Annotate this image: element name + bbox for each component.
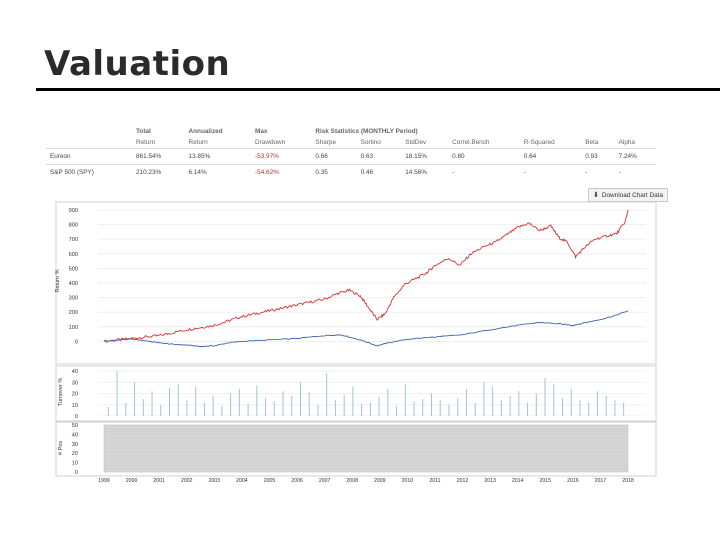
col-header-sharpe: Sharpe [315,139,337,146]
series-line-strategy [103,209,629,344]
return-tick-label: 0 [75,339,78,345]
x-tick-label: 2000 [126,478,138,484]
table-row: S&P 500 (SPY) 210.23% 6.14% -54.62% 0.35… [46,164,656,180]
x-tick-label: 2017 [595,478,607,484]
table-row: Eureon 861.54% 13.85% -53.97% 0.66 0.63 … [46,148,656,165]
turnover-axis-label: Turnover % [58,378,64,407]
x-tick-label: 2003 [209,478,221,484]
positions-tick-label: 0 [75,470,78,476]
x-tick-label: 2015 [539,478,551,484]
return-tick-label: 700 [69,237,78,243]
turnover-panel-frame [55,365,657,422]
x-tick-label: 2006 [291,478,303,484]
row-name: Eureon [46,148,132,165]
col-header-annualized-return: Return [188,139,208,146]
positions-tick-label: 30 [72,442,78,448]
row-name: S&P 500 (SPY) [46,164,132,180]
turnover-tick-label: 10 [72,403,78,409]
series-line-benchmark [103,310,629,348]
x-tick-label: 2016 [567,478,579,484]
stats-group-header-row: Total Annualized Max Risk Statistics (MO… [46,126,656,137]
cell-alpha: - [614,164,656,180]
col-header-total-return: Return [136,139,156,146]
positions-tick-label: 50 [72,423,78,429]
group-header-max: Max [255,128,268,135]
x-tick-label: 2011 [429,478,440,484]
return-tick-label: 200 [69,310,78,316]
col-header-rsq: R-Squared [523,139,555,146]
x-tick-label: 2009 [374,478,386,484]
title-divider [36,88,720,91]
cell-correl: - [448,164,520,180]
return-axis-label: Return % [55,269,61,292]
col-header-sortino: Sortino [360,139,381,146]
turnover-tick-label: 40 [72,369,78,375]
backtest-panel: Total Annualized Max Risk Statistics (MO… [46,126,668,486]
stats-table: Total Annualized Max Risk Statistics (MO… [46,126,656,180]
group-header-annualized: Annualized [188,128,223,135]
positions-tick-label: 20 [72,451,78,457]
slide-title: Valuation [44,44,231,84]
group-header-risk: Risk Statistics (MONTHLY Period) [315,128,418,135]
x-tick-label: 2012 [457,478,469,484]
cell-sortino: 0.63 [356,148,402,165]
x-tick-label: 2004 [236,478,248,484]
cell-total: 861.54% [132,148,185,165]
x-tick-label: 2007 [319,478,331,484]
col-header-drawdown: Drawdown [255,139,286,146]
cell-stddev: 18.15% [401,148,449,165]
col-header-alpha: Alpha [618,139,635,146]
col-header-stddev: StdDev [405,139,427,146]
download-icon: ⬇ [593,192,599,199]
cell-drawdown: -54.62% [251,164,312,180]
turnover-tick-label: 30 [72,380,78,386]
x-tick-label: 2018 [622,478,634,484]
col-header-beta: Beta [585,139,599,146]
cell-annualized: 13.85% [184,148,252,165]
return-panel-frame [55,201,657,365]
positions-tick-label: 40 [72,432,78,438]
x-tick-label: 2014 [512,478,524,484]
positions-axis-label: # Pos [58,441,64,456]
cell-sharpe: 0.35 [311,164,357,180]
download-label: Download Chart Data [601,191,663,199]
x-tick-label: 2002 [181,478,193,484]
group-header-total: Total [136,128,151,135]
return-tick-label: 300 [69,296,78,302]
col-header-correl: Correl.Bench [452,139,490,146]
turnover-tick-label: 0 [75,414,78,420]
cell-rsq: - [519,164,582,180]
cell-sharpe: 0.66 [311,148,357,165]
return-tick-label: 900 [69,208,78,214]
cell-beta: 0.93 [581,148,615,165]
x-tick-label: 2008 [346,478,358,484]
cell-beta: - [581,164,615,180]
positions-panel-frame [55,421,657,477]
cell-total: 210.23% [132,164,185,180]
cell-rsq: 0.64 [519,148,582,165]
x-tick-label: 2005 [264,478,276,484]
turnover-tick-label: 20 [72,392,78,398]
stats-column-header-row: Return Return Drawdown Sharpe Sortino St… [46,137,656,149]
cell-annualized: 6.14% [184,164,252,180]
cell-stddev: 14.56% [401,164,449,180]
return-tick-label: 100 [69,325,78,331]
cell-drawdown: -53.97% [251,148,312,165]
cell-sortino: 0.46 [356,164,402,180]
x-tick-label: 2010 [402,478,414,484]
return-tick-label: 400 [69,281,78,287]
cell-alpha: 7.24% [614,148,656,165]
positions-tick-label: 10 [72,461,78,467]
return-tick-label: 500 [69,266,78,272]
x-tick-label: 2001 [153,478,165,484]
return-tick-label: 800 [69,223,78,229]
x-tick-label: 1999 [98,478,110,484]
x-tick-label: 2013 [484,478,496,484]
return-tick-label: 600 [69,252,78,258]
cell-correl: 0.80 [448,148,520,165]
